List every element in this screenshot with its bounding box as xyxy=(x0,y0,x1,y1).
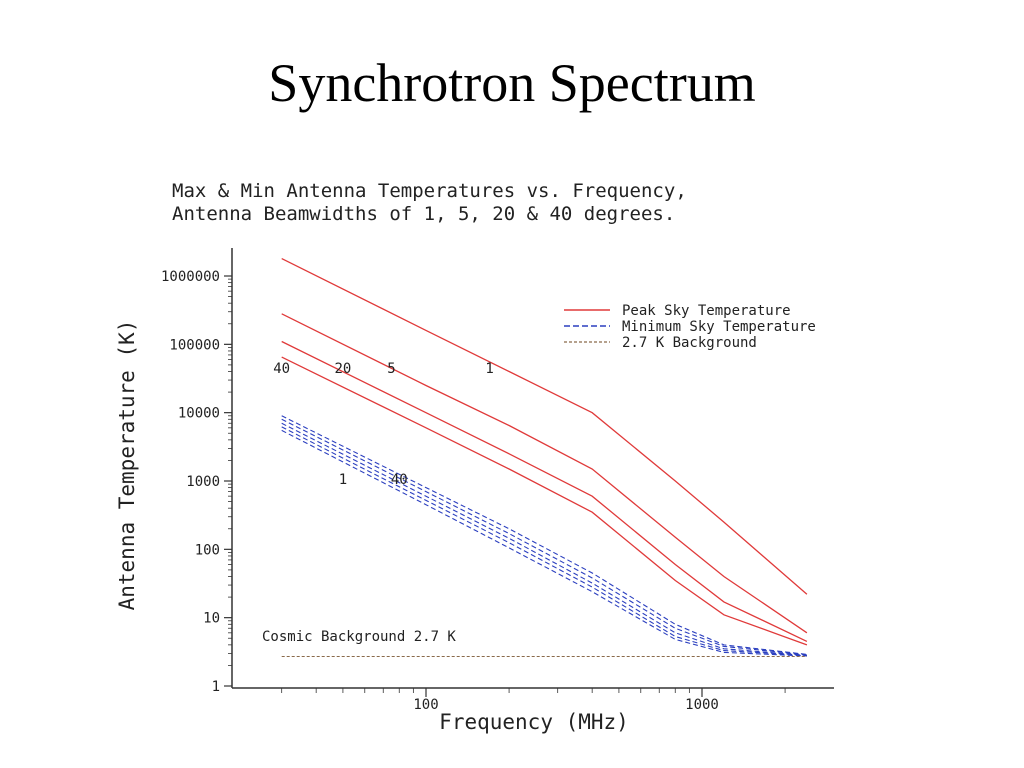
y-tick-label: 100 xyxy=(195,542,220,558)
y-tick-label: 1 xyxy=(212,679,220,695)
x-tick-label: 100 xyxy=(413,697,438,713)
legend-label-background: 2.7 K Background xyxy=(622,335,757,351)
chart-subtitle: Antenna Beamwidths of 1, 5, 20 & 40 degr… xyxy=(172,203,675,225)
series-line-peak-1 xyxy=(281,313,808,634)
y-tick-label: 1000 xyxy=(186,474,220,490)
cosmic-background-annotation: Cosmic Background 2.7 K xyxy=(262,629,456,645)
chart-legend: Peak Sky Temperature Minimum Sky Tempera… xyxy=(564,303,816,351)
series-label-peak: 5 xyxy=(387,361,395,377)
series-line-minimum-4 xyxy=(281,415,807,655)
series-line-minimum-5 xyxy=(281,418,807,656)
y-axis-label: Antenna Temperature (K) xyxy=(115,320,139,611)
legend-label-peak: Peak Sky Temperature xyxy=(622,303,791,319)
y-tick-label: 10 xyxy=(203,611,220,627)
series-label-minimum: 40 xyxy=(391,472,408,488)
series-line-peak-3 xyxy=(281,356,808,646)
series-line-minimum-8 xyxy=(281,429,807,657)
plot-area: 1 10 100 1000 10000 100000 1000000 100 1000 40 2… xyxy=(161,248,834,713)
y-tick-label: 10000 xyxy=(178,406,220,422)
x-tick-label: 1000 xyxy=(685,697,719,713)
series-line-peak-0 xyxy=(281,258,808,595)
series-label-peak: 1 xyxy=(485,361,493,377)
x-axis-label: Frequency (MHz) xyxy=(439,710,629,734)
legend-label-minimum: Minimum Sky Temperature xyxy=(622,319,816,335)
series-label-minimum: 1 xyxy=(339,472,347,488)
series-line-minimum-7 xyxy=(281,426,807,656)
chart-title: Max & Min Antenna Temperatures vs. Frequ… xyxy=(172,180,687,202)
y-tick-label: 1000000 xyxy=(161,269,220,285)
x-ticks: 100 1000 xyxy=(281,688,786,713)
slide-title: Synchrotron Spectrum xyxy=(268,53,756,113)
series-labels: 40 20 5 1 1 40 xyxy=(273,361,494,488)
series-line-peak-2 xyxy=(281,340,808,642)
series-label-peak: 20 xyxy=(334,361,351,377)
series-label-peak: 40 xyxy=(273,361,290,377)
series-line-minimum-6 xyxy=(281,422,807,656)
y-tick-label: 100000 xyxy=(169,337,220,353)
series-lines xyxy=(281,258,808,658)
y-ticks: 1 10 100 1000 10000 100000 1000000 xyxy=(161,269,232,695)
